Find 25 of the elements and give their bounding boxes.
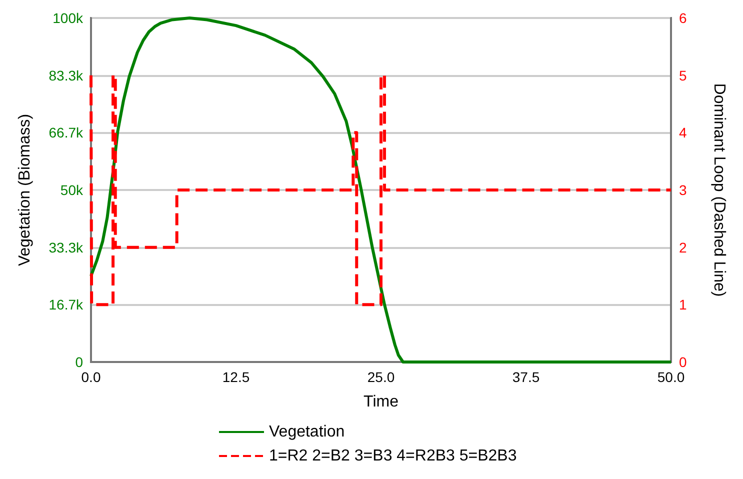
- legend-label: Vegetation: [269, 424, 345, 440]
- y-tick-label: 100k: [52, 10, 84, 26]
- y-axis-title: Vegetation (Biomass): [16, 114, 34, 266]
- y2-tick-label: 6: [679, 10, 687, 26]
- x-tick-label: 25.0: [367, 369, 395, 385]
- line-series: [90, 16, 672, 364]
- y2-tick-label: 1: [679, 296, 687, 313]
- x-tick-label: 0.0: [81, 369, 101, 385]
- y2-tick-label: 2: [679, 239, 687, 256]
- y2-tick-label: 5: [679, 67, 687, 84]
- y-tick-label: 66.7k: [48, 124, 84, 141]
- y-tick-label: 50k: [60, 182, 84, 198]
- y2-tick-label: 4: [679, 124, 687, 141]
- y-tick-label: 83.3k: [48, 67, 84, 84]
- y2-axis-title: Dominant Loop (Dashed Line): [710, 83, 728, 297]
- legend-label: 1=R2 2=B2 3=B3 4=R2B3 5=B2B3: [269, 448, 517, 464]
- y2-tick-label: 0: [679, 354, 687, 370]
- y-tick-label: 16.7k: [48, 296, 84, 313]
- y-tick-label: 0: [75, 354, 84, 370]
- y2-tick-label: 3: [679, 182, 687, 198]
- x-tick-label: 37.5: [512, 369, 540, 385]
- x-tick-label: 12.5: [222, 369, 250, 385]
- x-axis-title: Time: [364, 394, 399, 410]
- y-tick-label: 33.3k: [48, 239, 84, 256]
- x-tick-label: 50.0: [657, 369, 685, 385]
